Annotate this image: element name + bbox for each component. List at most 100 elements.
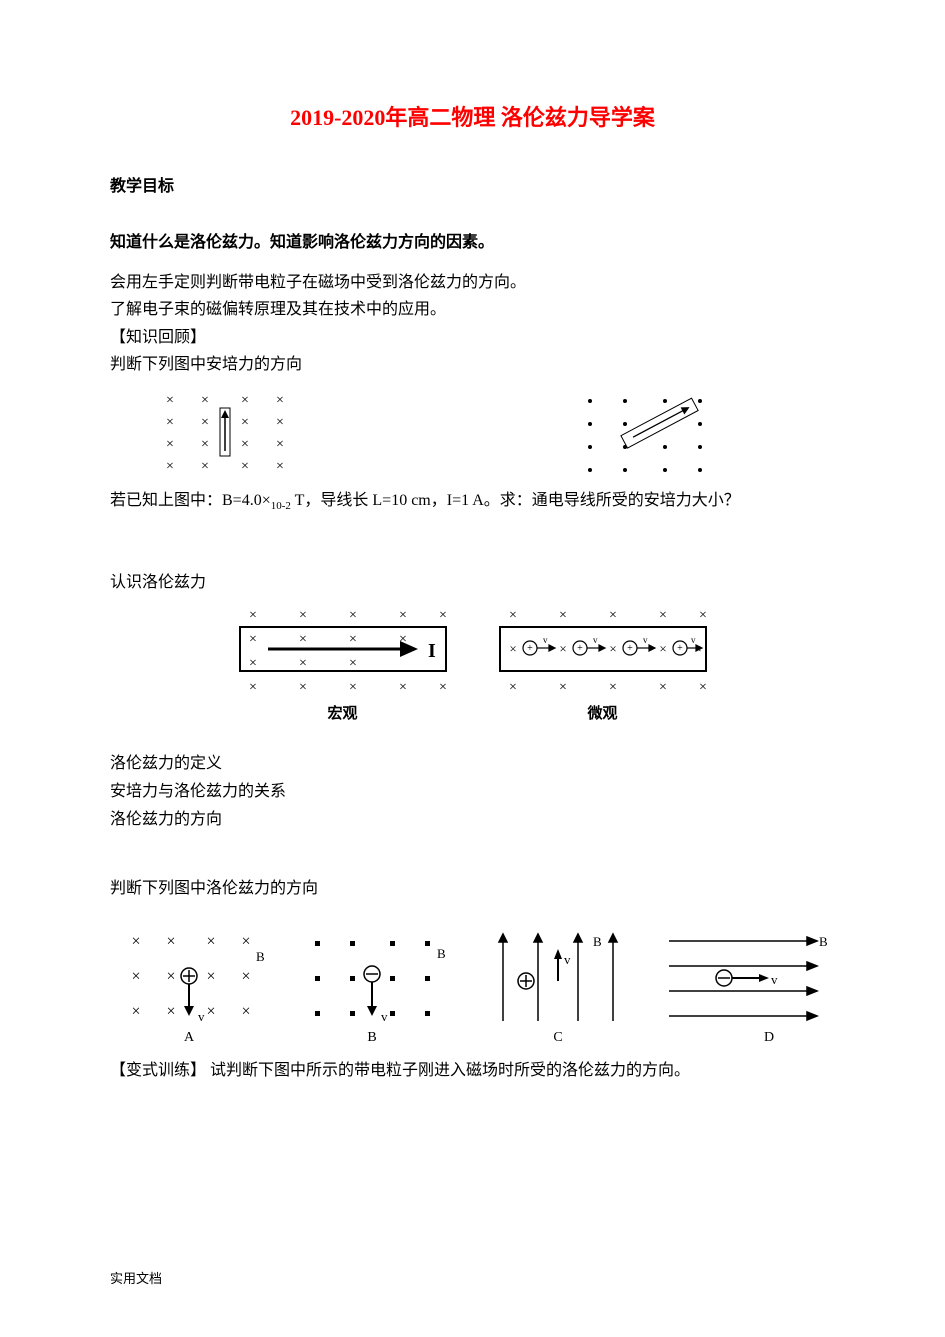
- svg-text:×: ×: [241, 933, 250, 950]
- footer-text: 实用文档: [110, 1268, 162, 1287]
- text-intro: 知道什么是洛伦兹力。知道影响洛伦兹力方向的因素。: [110, 230, 835, 256]
- label-v-B: v: [381, 1009, 388, 1024]
- svg-text:×: ×: [659, 680, 667, 695]
- svg-text:v: v: [543, 635, 548, 645]
- label-B-D: B: [819, 934, 828, 949]
- figure-row-abcd: × × × × × × × × × × × × B v A B v: [110, 926, 835, 1046]
- svg-text:v: v: [593, 635, 598, 645]
- text-l5c: T，导线长 L=10 cm，I=1 A。求：通电导线所受的安培力大小？: [291, 492, 740, 509]
- text-l2: 了解电子束的磁偏转原理及其在技术中的应用。: [110, 297, 835, 323]
- label-macro: 宏观: [228, 702, 458, 723]
- label-v-C: v: [564, 952, 571, 967]
- text-l10: 判断下列图中洛伦兹力的方向: [110, 876, 835, 902]
- text-l8: 安培力与洛伦兹力的关系: [110, 779, 835, 805]
- label-v-A: v: [198, 1009, 205, 1024]
- svg-text:×: ×: [399, 608, 407, 623]
- svg-text:×: ×: [206, 968, 215, 985]
- figure-row-macro-micro: ××××× ××××× ×××× ××× I 宏观 ××××× ×××××: [110, 603, 835, 723]
- svg-text:×: ×: [609, 608, 617, 623]
- text-l5b: 10-2: [271, 500, 291, 512]
- page-title: 2019-2020年高二物理 洛伦兹力导学案: [110, 100, 835, 132]
- label-D: D: [764, 1030, 774, 1045]
- svg-text:×: ×: [241, 437, 249, 452]
- svg-text:×: ×: [131, 933, 140, 950]
- svg-text:×: ×: [659, 608, 667, 623]
- svg-text:×: ×: [276, 415, 284, 430]
- label-I: I: [428, 640, 436, 662]
- svg-text:×: ×: [166, 393, 174, 408]
- svg-text:×: ×: [249, 656, 257, 671]
- svg-text:×: ×: [299, 656, 307, 671]
- svg-text:+: +: [677, 643, 683, 654]
- svg-text:×: ×: [349, 680, 357, 695]
- label-B-C: B: [593, 934, 602, 949]
- label-A: A: [184, 1030, 195, 1045]
- heading-goals: 教学目标: [110, 172, 835, 196]
- svg-text:×: ×: [241, 1003, 250, 1020]
- svg-text:×: ×: [201, 393, 209, 408]
- svg-text:×: ×: [349, 632, 357, 647]
- svg-text:×: ×: [439, 608, 447, 623]
- svg-text:×: ×: [509, 680, 517, 695]
- label-micro: 微观: [488, 702, 718, 723]
- svg-text:+: +: [527, 643, 533, 654]
- text-l1: 会用左手定则判断带电粒子在磁场中受到洛伦兹力的方向。: [110, 270, 835, 296]
- svg-text:×: ×: [559, 680, 567, 695]
- svg-text:×: ×: [249, 632, 257, 647]
- text-l4: 判断下列图中安培力的方向: [110, 352, 835, 378]
- svg-text:×: ×: [166, 415, 174, 430]
- svg-text:×: ×: [131, 1003, 140, 1020]
- svg-text:×: ×: [131, 968, 140, 985]
- label-B: B: [367, 1030, 376, 1045]
- svg-text:×: ×: [241, 968, 250, 985]
- text-l3: 【知识回顾】: [110, 325, 835, 351]
- svg-text:×: ×: [299, 632, 307, 647]
- fig-A: × × × × × × × × × × × × B v A: [116, 926, 276, 1046]
- svg-text:×: ×: [241, 393, 249, 408]
- svg-text:×: ×: [349, 608, 357, 623]
- svg-text:v: v: [643, 635, 648, 645]
- fig-B: B v B: [297, 926, 457, 1046]
- label-v-D: v: [771, 972, 778, 987]
- fig-C: B v C: [478, 926, 638, 1046]
- svg-text:×: ×: [609, 641, 616, 656]
- text-l5: 若已知上图中：B=4.0×10-2 T，导线长 L=10 cm，I=1 A。求：…: [110, 488, 835, 516]
- label-C: C: [553, 1030, 562, 1045]
- svg-text:×: ×: [166, 437, 174, 452]
- label-B-A: B: [256, 949, 265, 964]
- svg-text:+: +: [627, 643, 633, 654]
- fig-dots-wire: [570, 386, 730, 476]
- fig-micro: ××××× ××××× ××××× ++++: [488, 603, 718, 698]
- svg-text:×: ×: [166, 933, 175, 950]
- svg-text:×: ×: [299, 680, 307, 695]
- svg-text:×: ×: [201, 437, 209, 452]
- svg-text:×: ×: [276, 437, 284, 452]
- svg-text:×: ×: [166, 1003, 175, 1020]
- svg-text:×: ×: [249, 608, 257, 623]
- text-l11: 【变式训练】 试判断下图中所示的带电粒子刚进入磁场时所受的洛伦兹力的方向。: [110, 1058, 835, 1084]
- svg-text:×: ×: [559, 641, 566, 656]
- svg-text:×: ×: [699, 680, 707, 695]
- svg-text:×: ×: [206, 1003, 215, 1020]
- text-l9: 洛伦兹力的方向: [110, 807, 835, 833]
- svg-text:×: ×: [166, 459, 174, 474]
- fig-crosses-wire: ×××× ×××× ×××× ××××: [150, 386, 310, 476]
- fig-macro: ××××× ××××× ×××× ××× I: [228, 603, 458, 698]
- fig-D: B v D: [659, 926, 829, 1046]
- text-l6: 认识洛伦兹力: [110, 570, 835, 596]
- svg-text:×: ×: [299, 608, 307, 623]
- svg-text:×: ×: [166, 968, 175, 985]
- svg-text:×: ×: [609, 680, 617, 695]
- svg-text:×: ×: [276, 459, 284, 474]
- svg-text:×: ×: [206, 933, 215, 950]
- label-B-B: B: [437, 946, 446, 961]
- svg-text:+: +: [577, 643, 583, 654]
- figure-row-ampere: ×××× ×××× ×××× ××××: [150, 386, 835, 476]
- svg-text:×: ×: [201, 415, 209, 430]
- text-l7: 洛伦兹力的定义: [110, 751, 835, 777]
- svg-text:×: ×: [249, 680, 257, 695]
- text-l5a: 若已知上图中：B=4.0×: [110, 492, 271, 509]
- svg-text:×: ×: [241, 415, 249, 430]
- svg-text:×: ×: [509, 608, 517, 623]
- svg-text:×: ×: [559, 608, 567, 623]
